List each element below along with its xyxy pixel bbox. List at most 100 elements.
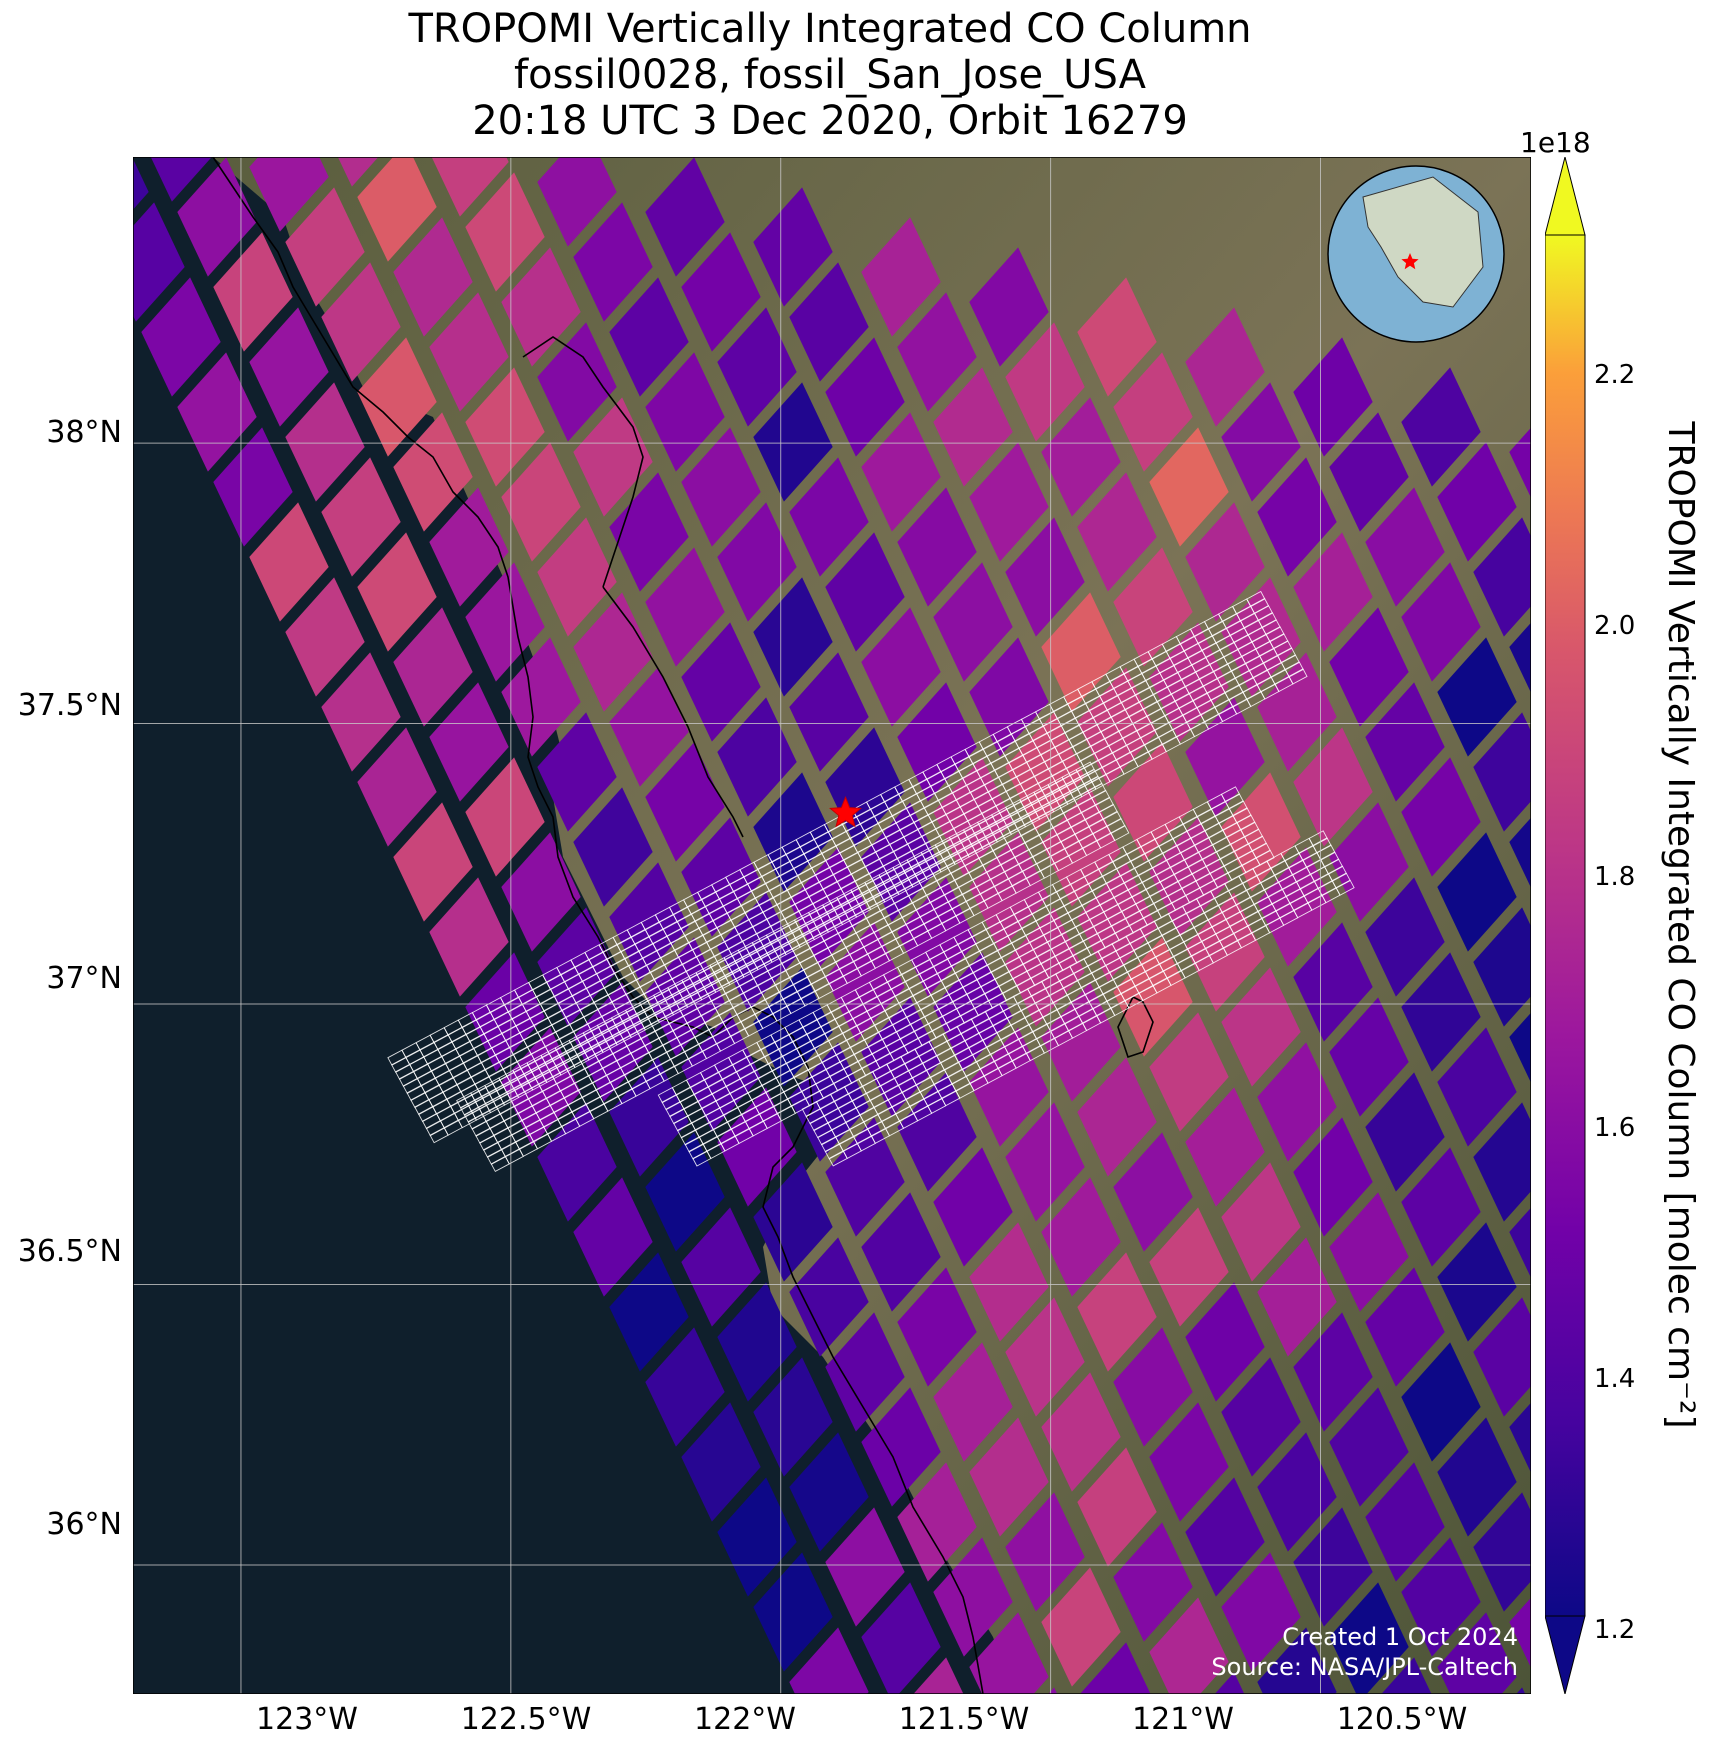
co-pixel	[933, 562, 1013, 682]
globe-site-star-icon	[1401, 253, 1419, 270]
credit-text: Created 1 Oct 2024 Source: NASA/JPL-Calt…	[1211, 1622, 1518, 1682]
co-pixel	[133, 158, 149, 210]
co-pixel	[933, 367, 1013, 487]
co-pixel	[1437, 1027, 1517, 1147]
colorbar-multiplier: 1e18	[1520, 126, 1591, 159]
co-pixel	[213, 232, 293, 352]
co-pixel	[861, 412, 941, 532]
co-pixel	[213, 427, 293, 547]
co-pixel	[645, 352, 725, 472]
co-pixel	[1041, 787, 1121, 907]
co-pixel	[933, 1147, 1013, 1267]
co-pixel	[861, 1582, 941, 1694]
co-pixel	[969, 247, 1049, 367]
co-pixel	[1221, 772, 1301, 892]
colorbar-tick-1-4: 1.4	[1594, 1364, 1636, 1394]
co-pixel	[133, 202, 185, 322]
co-pixel	[1365, 1072, 1445, 1192]
co-pixel	[1365, 487, 1445, 607]
co-pixel	[465, 367, 545, 487]
co-pixel	[609, 1057, 689, 1177]
co-pixel	[1293, 337, 1373, 457]
co-pixel	[789, 1237, 869, 1357]
target-footprint-grid	[387, 590, 1355, 1173]
co-pixel	[1149, 1597, 1229, 1694]
co-pixel	[177, 157, 257, 277]
co-pixel	[897, 292, 977, 412]
co-pixel	[1041, 1372, 1121, 1492]
co-pixel	[789, 1627, 869, 1694]
co-pixel	[1401, 952, 1481, 1072]
colorbar-tick-1-8: 1.8	[1594, 862, 1636, 892]
co-pixel	[1185, 502, 1265, 622]
co-pixel	[150, 157, 212, 202]
co-pixel	[1257, 847, 1337, 967]
lat-tick-37-5: 37.5°N	[17, 688, 122, 723]
co-pixel	[1221, 967, 1301, 1087]
co-pixel	[285, 187, 365, 307]
co-pixel	[285, 577, 365, 697]
co-pixel	[321, 457, 401, 577]
co-pixel	[1214, 1672, 1245, 1694]
co-pixel	[1509, 817, 1531, 888]
co-pixel	[1185, 697, 1265, 817]
co-pixel	[913, 1657, 964, 1694]
co-pixel	[897, 487, 977, 607]
co-pixel	[897, 1072, 977, 1192]
co-pixel	[465, 562, 545, 682]
lon-tick-120-5: 120.5°W	[1336, 1702, 1468, 1737]
co-pixel	[285, 382, 365, 502]
lon-tick-122-5: 122.5°W	[460, 1702, 592, 1737]
co-pixel	[717, 307, 797, 427]
co-pixel	[1437, 1417, 1517, 1537]
co-pixel	[789, 1432, 869, 1552]
co-pixel	[1401, 757, 1481, 877]
lat-lon-gridlines	[133, 157, 1531, 1694]
co-pixel	[1473, 1492, 1531, 1612]
co-pixel	[393, 412, 473, 532]
co-pixel	[573, 1177, 653, 1297]
co-pixel	[1437, 1222, 1517, 1342]
co-pixel	[1329, 997, 1409, 1117]
co-pixel	[1257, 1237, 1337, 1357]
co-pixel	[1293, 1117, 1373, 1237]
co-pixel	[609, 667, 689, 787]
co-pixel	[1365, 877, 1445, 997]
co-pixel	[753, 1162, 833, 1282]
co-pixel	[789, 457, 869, 577]
colorbar-tick-2-2: 2.2	[1594, 360, 1636, 390]
co-pixel	[825, 1312, 905, 1432]
co-pixel	[1041, 982, 1121, 1102]
co-pixel	[249, 157, 329, 232]
co-pixel	[1005, 517, 1085, 637]
map-panel	[133, 157, 1531, 1694]
co-pixel	[1149, 1207, 1229, 1327]
co-pixel	[1149, 1402, 1229, 1522]
co-pixel	[1149, 622, 1229, 742]
co-pixel	[681, 1207, 761, 1327]
co-pixel	[969, 637, 1049, 757]
co-pixel	[537, 517, 617, 637]
co-pixel	[1365, 1267, 1445, 1387]
co-pixel	[1329, 802, 1409, 922]
co-pixel	[825, 532, 905, 652]
co-pixel	[501, 832, 581, 952]
co-pixel	[717, 1477, 797, 1597]
co-pixel	[1473, 1102, 1531, 1222]
co-pixel	[573, 787, 653, 907]
co-pixel	[1329, 1387, 1409, 1507]
co-pixel	[177, 352, 257, 472]
title-line-2: fossil0028, fossil_San_Jose_USA	[514, 52, 1146, 98]
co-pixel	[1113, 547, 1193, 667]
lon-tick-121: 121°W	[1132, 1702, 1234, 1737]
co-pixel	[861, 217, 941, 337]
co-pixel	[321, 652, 401, 772]
co-pixel	[501, 442, 581, 562]
colorbar-tick-1-6: 1.6	[1594, 1113, 1636, 1143]
co-pixel	[825, 337, 905, 457]
co-pixel	[609, 862, 689, 982]
co-pixel	[861, 1387, 941, 1507]
co-pixel	[897, 1267, 977, 1387]
co-pixel	[1041, 1177, 1121, 1297]
co-pixel	[1005, 322, 1085, 442]
